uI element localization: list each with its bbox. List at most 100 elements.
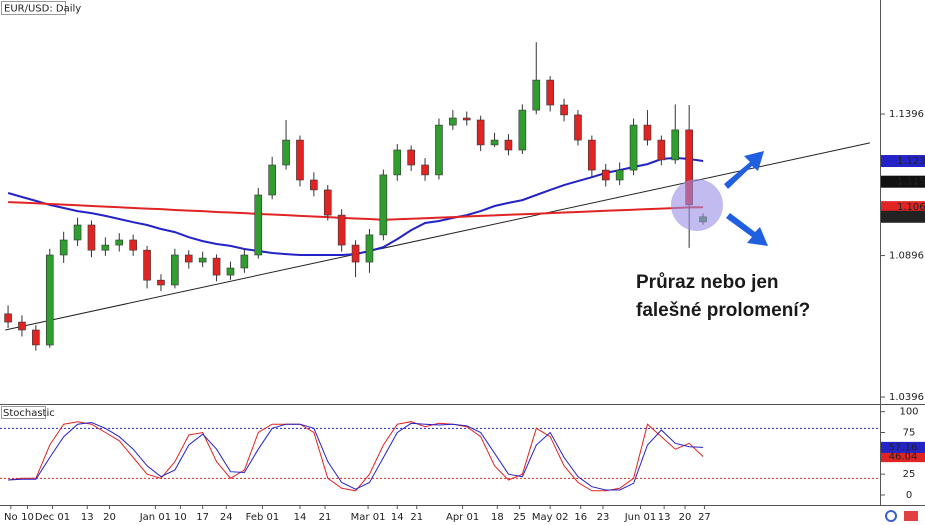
y-tick-label: 100 (899, 407, 918, 418)
arrow-down (726, 213, 768, 246)
candle-body (87, 224, 96, 251)
candle-body (588, 139, 596, 171)
y-tick-label: 1.1396 (889, 109, 924, 120)
moving-average (8, 201, 704, 221)
icon-logo[interactable] (904, 511, 918, 521)
price-marker-label: 1.1230 (897, 156, 925, 167)
candle-body (504, 139, 513, 151)
x-tick-label: 27 (698, 512, 711, 523)
price-marker (881, 155, 925, 168)
candle-body (351, 244, 360, 263)
x-tick-label: 24 (220, 512, 233, 523)
candle-body (296, 139, 304, 181)
x-tick-label: 21 (319, 512, 332, 523)
candle-body (310, 179, 318, 191)
arrow-up (724, 151, 764, 189)
candle-body (212, 257, 221, 276)
x-tick-label: Feb 01 (246, 512, 280, 523)
x-tick-label: 14 (391, 512, 404, 523)
candle-body (143, 249, 151, 281)
candle-body (643, 124, 652, 141)
candle-body (240, 254, 249, 269)
price-marker (881, 201, 925, 214)
stoch-line (8, 421, 704, 492)
candle-body (184, 254, 193, 263)
highlight-circle (671, 179, 723, 231)
x-tick-label: 21 (410, 512, 423, 523)
candle-body (32, 329, 40, 346)
candle-body (476, 119, 485, 146)
candle-body (393, 149, 402, 176)
x-tick-label: 25 (513, 512, 526, 523)
candle-body (4, 313, 12, 323)
y-tick-label: 1.0896 (889, 251, 924, 262)
candle-body (407, 149, 415, 166)
candle-body (601, 169, 610, 181)
candle-body (546, 79, 554, 106)
candle-body (226, 267, 235, 276)
candle-body (101, 244, 110, 251)
annotation-line: Průraz nebo jen (636, 272, 779, 293)
price-marker-label: 1.1067 (897, 202, 925, 213)
x-tick-label: 14 (294, 512, 307, 523)
candle-body (657, 139, 666, 161)
candle-body (462, 117, 471, 121)
y-tick-label: 1.0396 (889, 392, 924, 403)
candle-body (532, 79, 541, 111)
x-tick-label: Mar 01 (351, 512, 386, 523)
stoch-title-box (1, 406, 46, 419)
candle-body (45, 254, 54, 346)
x-tick-label: 10 (174, 512, 187, 523)
x-tick-label: 23 (597, 512, 610, 523)
x-tick-label: 17 (196, 512, 209, 523)
x-tick-label: Jun 01 (624, 512, 657, 523)
candle-body (574, 114, 582, 141)
candle-body (73, 224, 82, 241)
candle-body (560, 104, 568, 116)
candle-body (282, 139, 290, 166)
icon-link[interactable] (885, 510, 897, 522)
x-tick-label: 13 (81, 512, 94, 523)
chart-title: EUR/USD: Daily (4, 4, 81, 15)
candle-body (157, 279, 165, 286)
candle-body (323, 189, 332, 216)
price-marker (881, 210, 925, 223)
x-tick-label: 20 (679, 512, 692, 523)
candle-body (379, 174, 388, 236)
candle-body (18, 321, 26, 331)
value-marker (881, 451, 925, 463)
candle-body (490, 139, 499, 146)
y-tick-label: 75 (903, 428, 916, 439)
candle-body (615, 169, 624, 181)
trendline (5, 142, 870, 331)
candle-body (421, 164, 429, 176)
candle-body (115, 239, 124, 246)
x-tick-label: Apr 01 (446, 512, 479, 523)
x-tick-label: 20 (103, 512, 116, 523)
candle-body (671, 129, 680, 161)
title-box (1, 1, 66, 15)
x-tick-label: No (4, 512, 18, 523)
candle-body (254, 194, 263, 256)
candle-body (268, 164, 276, 196)
x-tick-label: Dec 01 (35, 512, 70, 523)
candle-body (365, 234, 374, 263)
candle-body (129, 239, 137, 251)
candle-body (198, 257, 207, 263)
candle-body (518, 109, 527, 151)
candle-body (629, 124, 638, 171)
value-marker-label: 46.04 (889, 452, 918, 463)
price-marker-label: 1.1157 (897, 177, 925, 188)
x-tick-label: 10 (21, 512, 34, 523)
stoch-title: Stochastic (3, 408, 55, 419)
candle-body (435, 124, 443, 176)
annotation-line: falešné prolomení? (636, 300, 810, 321)
stoch-line (8, 421, 704, 491)
value-marker-label: 57.16 (889, 442, 918, 453)
candle-body (337, 214, 346, 246)
value-marker (881, 441, 925, 453)
x-tick-label: 16 (574, 512, 587, 523)
